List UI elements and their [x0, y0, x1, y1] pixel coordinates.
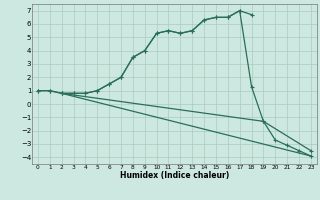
X-axis label: Humidex (Indice chaleur): Humidex (Indice chaleur)	[120, 171, 229, 180]
